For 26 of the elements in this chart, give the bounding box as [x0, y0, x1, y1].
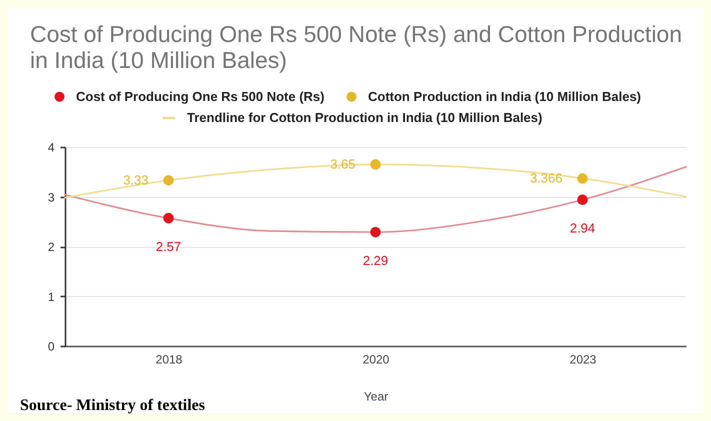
legend-label: Cost of Producing One Rs 500 Note (Rs) — [76, 88, 324, 104]
point — [163, 212, 174, 224]
data-label: 2.57 — [156, 239, 182, 254]
data-label: 2.29 — [362, 253, 388, 268]
point — [577, 194, 588, 205]
x-tick-label: 2020 — [362, 352, 390, 366]
x-axis-title: Year — [364, 390, 388, 404]
chart-title: Cost of Producing One Rs 500 Note (Rs) and Cotton Production in India (10 Million Bales) — [30, 21, 682, 73]
y-tick-label: 3 — [48, 190, 55, 204]
legend-label: Trendline for Cotton Production in India (10 Million Bales) — [187, 110, 542, 125]
data-label: 2.94 — [570, 220, 596, 236]
x-tick-label: 2023 — [570, 352, 597, 366]
point — [370, 226, 381, 238]
y-tick-label: 1 — [48, 290, 55, 304]
y-tick-label: 0 — [48, 340, 55, 354]
point — [370, 159, 381, 170]
point — [163, 175, 174, 186]
data-label: 3.33 — [123, 172, 148, 188]
y-tick-label: 4 — [48, 140, 55, 154]
data-label: 3.65 — [330, 156, 356, 172]
source-note: Source- Ministry of textiles — [20, 397, 205, 415]
y-tick-label: 2 — [48, 240, 55, 254]
data-label: 3.366 — [530, 170, 562, 186]
legend-label: Cotton Production in India (10 Million Bales) — [368, 88, 641, 104]
point — [577, 173, 588, 184]
x-tick-label: 2018 — [156, 352, 183, 366]
